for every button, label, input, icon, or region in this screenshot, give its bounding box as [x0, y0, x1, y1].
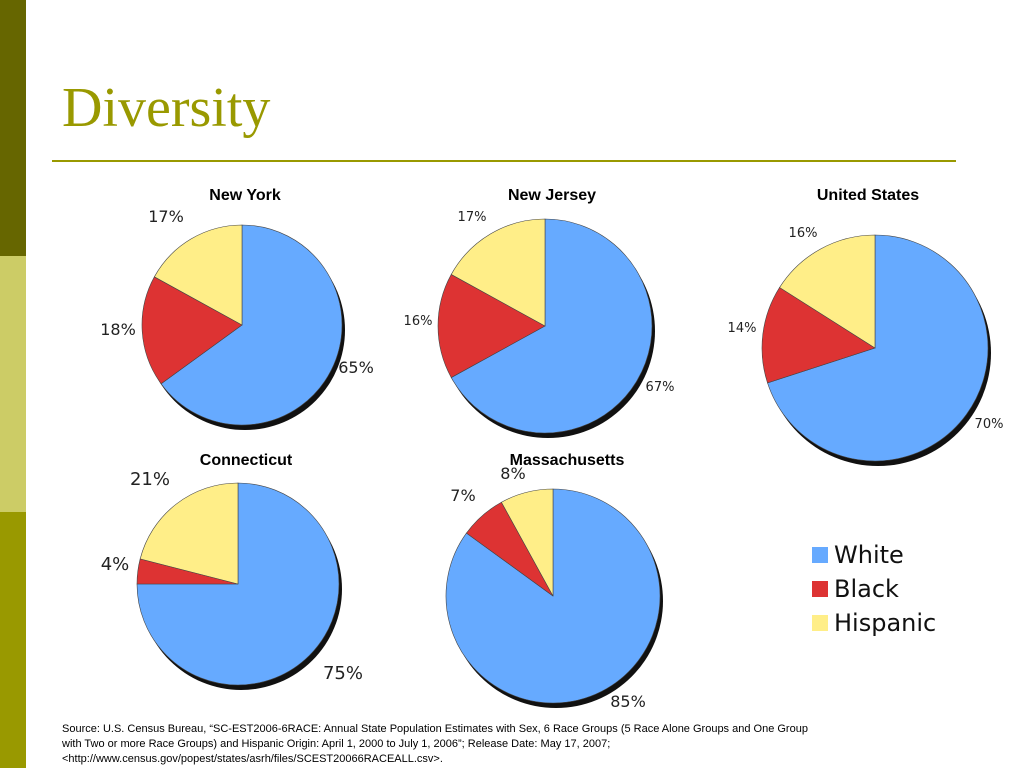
chart-title-new-jersey: New Jersey: [508, 187, 596, 204]
title-divider: [52, 160, 956, 162]
pie-chart-massachusetts: Massachusetts 85% 7% 8%: [445, 452, 663, 711]
pie-slice-new-york-white: [160, 224, 343, 426]
source-citation: Source: U.S. Census Bureau, “SC-EST2006-…: [62, 723, 808, 765]
sidebar-stripe-middle: [0, 256, 26, 512]
slice-label-united-states-hispanic: 16%: [789, 226, 818, 241]
slice-label-new-york-black: 18%: [100, 320, 136, 339]
slice-label-connecticut-hispanic: 21%: [130, 469, 170, 490]
chart-title-united-states: United States: [817, 187, 919, 204]
slice-label-new-jersey-black: 16%: [404, 314, 433, 329]
slice-label-new-jersey-white: 67%: [646, 380, 675, 395]
slice-label-new-york-hispanic: 17%: [148, 207, 184, 226]
sidebar-stripe-top: [0, 0, 26, 256]
pie-slice-new-york-hispanic: [153, 224, 243, 326]
slice-label-connecticut-white: 75%: [323, 663, 363, 684]
legend-swatch-white: [812, 547, 828, 563]
chart-title-massachusetts: Massachusetts: [510, 452, 625, 469]
legend-item-hispanic: Hispanic: [812, 606, 936, 640]
legend-label-white: White: [834, 541, 904, 569]
slice-label-massachusetts-hispanic: 8%: [500, 464, 525, 483]
pie-chart-connecticut: Connecticut 75% 4% 21%: [101, 452, 363, 690]
slice-label-united-states-black: 14%: [728, 321, 757, 336]
sidebar-stripe-bottom: [0, 512, 26, 768]
pie-chart-new-jersey: New Jersey 67% 16% 17%: [404, 187, 675, 438]
slice-label-new-york-white: 65%: [338, 358, 374, 377]
pie-slice-massachusetts-white: [445, 488, 661, 704]
legend-swatch-black: [812, 581, 828, 597]
slice-label-new-jersey-hispanic: 17%: [458, 210, 487, 225]
pie-slice-united-states-white: [767, 234, 989, 462]
chart-legend: White Black Hispanic: [812, 538, 936, 640]
pie-slice-new-jersey-white: [450, 218, 653, 434]
pie-slice-connecticut-hispanic: [139, 482, 239, 585]
legend-swatch-hispanic: [812, 615, 828, 631]
chart-title-new-york: New York: [209, 187, 281, 204]
pie-chart-united-states: United States 70% 14% 16%: [728, 187, 1004, 466]
pie-chart-new-york: New York 65% 18% 17%: [100, 187, 374, 430]
pie-slice-united-states-black: [761, 287, 876, 384]
slice-label-connecticut-black: 4%: [101, 554, 130, 575]
pie-slice-new-york-black: [141, 276, 243, 385]
legend-label-hispanic: Hispanic: [834, 609, 937, 637]
legend-item-white: White: [812, 538, 936, 572]
legend-item-black: Black: [812, 572, 936, 606]
pie-slice-new-jersey-black: [437, 274, 546, 378]
pie-slice-united-states-hispanic: [779, 234, 876, 349]
pie-slice-massachusetts-hispanic: [501, 488, 554, 597]
slice-label-massachusetts-black: 7%: [450, 486, 475, 505]
pie-slice-new-jersey-hispanic: [450, 218, 546, 327]
legend-label-black: Black: [834, 575, 899, 603]
chart-title-connecticut: Connecticut: [200, 452, 293, 469]
slice-label-massachusetts-white: 85%: [610, 692, 646, 711]
slice-label-united-states-white: 70%: [975, 417, 1004, 432]
slide-title: Diversity: [62, 77, 271, 139]
